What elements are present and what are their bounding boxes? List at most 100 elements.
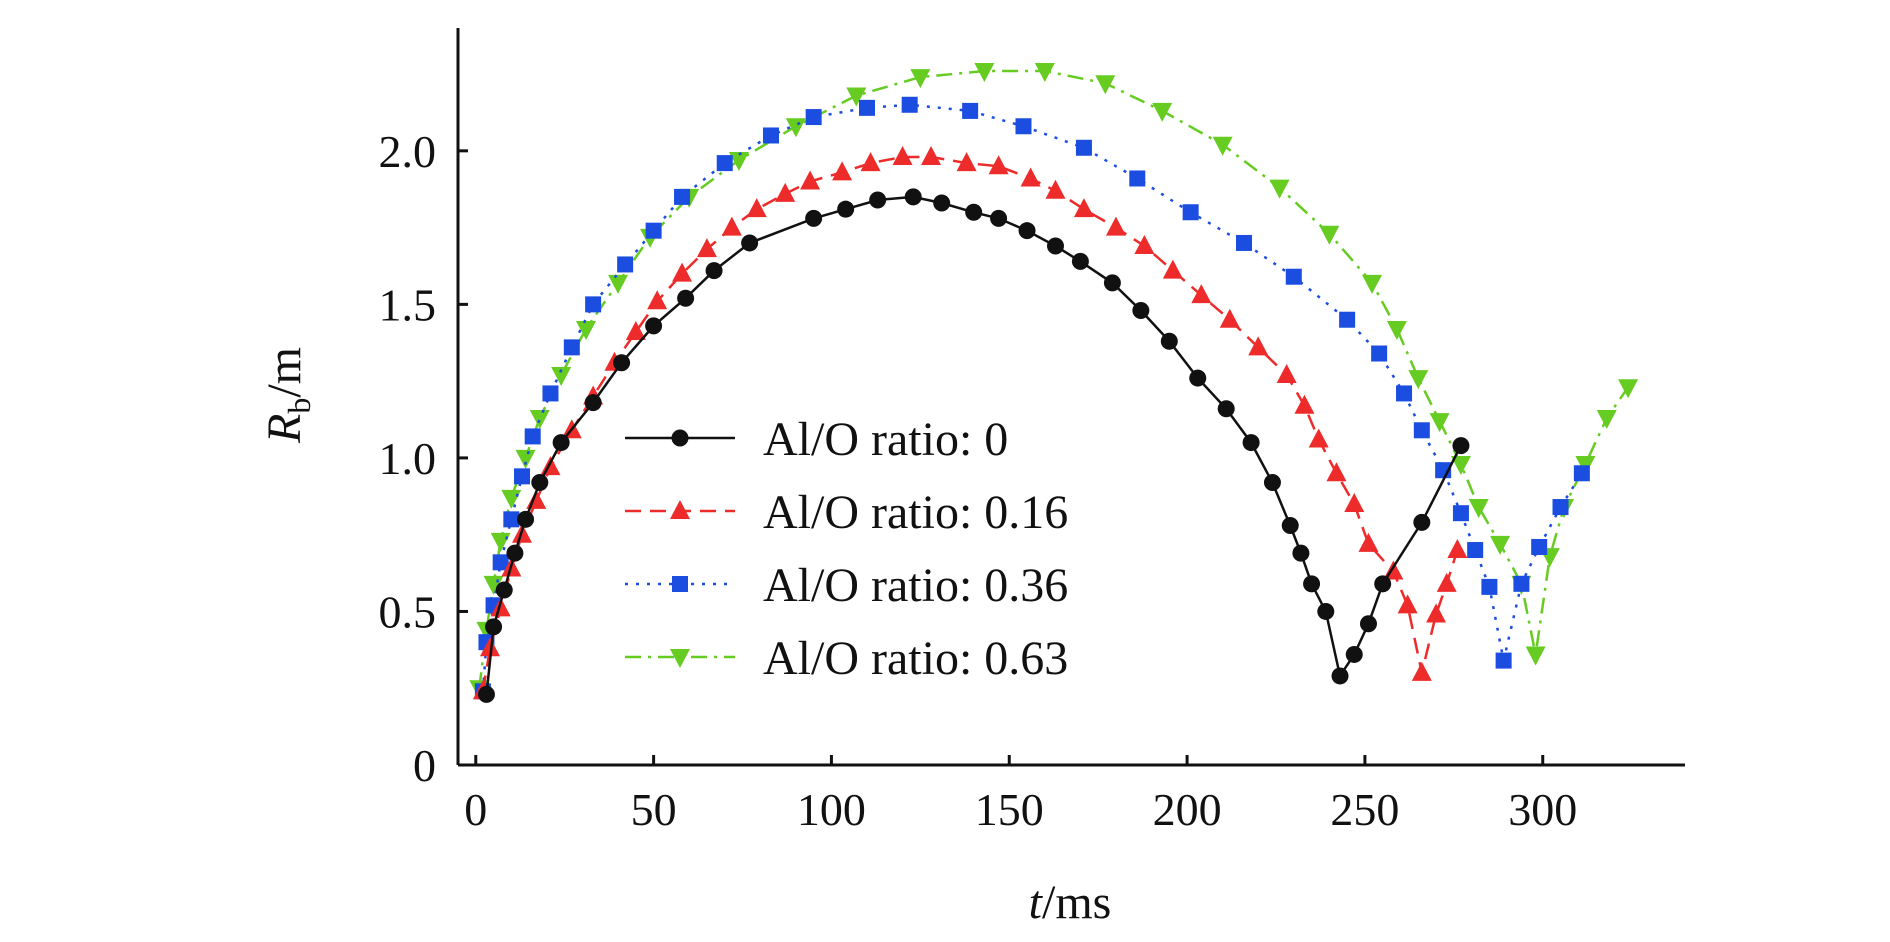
data-point-2-3 xyxy=(492,554,509,571)
data-point-2-8 xyxy=(563,339,580,356)
legend-marker-0 xyxy=(671,429,689,447)
data-point-1-12 xyxy=(672,262,693,282)
data-point-0-3 xyxy=(506,544,524,562)
data-point-2-25 xyxy=(1339,311,1356,328)
data-point-0-36 xyxy=(1359,615,1377,633)
data-point-0-19 xyxy=(990,209,1008,227)
x-tick-label-0: 0 xyxy=(464,784,487,835)
data-point-0-30 xyxy=(1281,516,1299,534)
data-point-2-26 xyxy=(1371,345,1388,362)
data-point-0-15 xyxy=(869,191,887,209)
data-point-2-30 xyxy=(1452,505,1469,522)
data-point-3-5 xyxy=(515,449,536,469)
data-point-3-35 xyxy=(1596,409,1617,429)
data-point-1-20 xyxy=(892,145,913,165)
data-point-0-0 xyxy=(477,685,495,703)
data-point-0-35 xyxy=(1345,645,1363,663)
data-point-1-32 xyxy=(1248,336,1269,356)
legend-label-3: Al/O ratio: 0.63 xyxy=(763,632,1068,685)
data-point-3-14 xyxy=(846,87,867,107)
data-point-3-17 xyxy=(1034,62,1055,82)
data-point-1-30 xyxy=(1191,284,1212,304)
data-point-2-13 xyxy=(716,155,733,172)
data-point-2-5 xyxy=(514,468,531,485)
data-point-0-32 xyxy=(1303,575,1321,593)
data-point-0-8 xyxy=(613,354,631,372)
legend-entry-3: Al/O ratio: 0.63 xyxy=(625,632,1068,685)
x-tick-label-100: 100 xyxy=(797,784,866,835)
data-point-3-8 xyxy=(576,320,597,340)
data-point-2-10 xyxy=(617,256,634,273)
data-point-0-13 xyxy=(805,209,823,227)
series-line-0 xyxy=(485,195,1463,695)
data-point-3-20 xyxy=(1212,136,1233,156)
data-point-2-14 xyxy=(762,127,779,144)
data-point-0-27 xyxy=(1217,400,1235,418)
data-point-0-16 xyxy=(904,188,922,206)
series-0 xyxy=(477,188,1470,703)
data-point-0-10 xyxy=(677,289,695,307)
data-point-0-6 xyxy=(552,434,570,452)
data-point-3-31 xyxy=(1525,646,1546,666)
data-point-3-24 xyxy=(1386,320,1407,340)
data-point-2-35 xyxy=(1531,538,1548,555)
data-point-2-9 xyxy=(585,296,602,313)
data-point-1-41 xyxy=(1411,661,1432,681)
data-point-3-9 xyxy=(608,274,629,294)
data-point-0-23 xyxy=(1103,274,1121,292)
data-point-2-31 xyxy=(1467,542,1484,559)
data-point-2-21 xyxy=(1129,170,1146,187)
data-point-2-28 xyxy=(1413,422,1430,439)
data-point-1-42 xyxy=(1426,603,1447,623)
legend-label-0: Al/O ratio: 0 xyxy=(763,413,1008,466)
data-point-0-14 xyxy=(837,200,855,218)
data-point-2-7 xyxy=(542,385,559,402)
data-point-1-24 xyxy=(1020,167,1041,187)
data-point-3-28 xyxy=(1468,499,1489,519)
data-point-0-38 xyxy=(1413,513,1431,531)
data-point-0-34 xyxy=(1331,667,1349,685)
data-point-1-31 xyxy=(1219,308,1240,328)
data-point-0-4 xyxy=(517,510,535,528)
data-point-0-5 xyxy=(531,473,549,491)
data-point-1-11 xyxy=(647,290,668,310)
data-point-1-22 xyxy=(956,152,977,172)
data-point-2-6 xyxy=(524,428,541,445)
y-tick-label-1: 1.0 xyxy=(379,433,437,484)
data-point-3-22 xyxy=(1319,225,1340,245)
data-point-3-25 xyxy=(1408,370,1429,390)
data-point-3-21 xyxy=(1269,179,1290,199)
data-point-3-15 xyxy=(910,69,931,89)
ticks: 0 50 100 150 200 250 300 0 0.5 1.0 1.5 2.0 xyxy=(379,126,1578,835)
data-point-1-35 xyxy=(1308,428,1329,448)
data-point-1-27 xyxy=(1105,216,1126,236)
data-point-1-16 xyxy=(775,182,796,202)
x-tick-label-50: 50 xyxy=(631,784,677,835)
legend-entry-0: Al/O ratio: 0 xyxy=(625,413,1008,466)
legend-marker-1 xyxy=(670,500,690,519)
data-point-0-25 xyxy=(1160,332,1178,350)
data-point-0-1 xyxy=(485,618,503,636)
data-point-2-22 xyxy=(1182,204,1199,221)
data-point-1-18 xyxy=(832,161,853,181)
legend-entry-1: Al/O ratio: 0.16 xyxy=(625,486,1068,539)
data-point-0-29 xyxy=(1263,473,1281,491)
data-point-0-21 xyxy=(1046,237,1064,255)
data-point-1-37 xyxy=(1344,492,1365,512)
data-point-1-40 xyxy=(1397,594,1418,614)
data-point-3-23 xyxy=(1362,274,1383,294)
y-tick-label-0.5: 0.5 xyxy=(379,586,437,637)
data-point-2-27 xyxy=(1396,385,1413,402)
series-layer xyxy=(469,62,1639,703)
data-point-1-13 xyxy=(696,238,717,258)
data-point-0-12 xyxy=(741,234,759,252)
data-point-1-26 xyxy=(1073,198,1094,218)
data-point-2-4 xyxy=(503,511,520,528)
x-tick-label-200: 200 xyxy=(1153,784,1222,835)
data-point-1-15 xyxy=(746,198,767,218)
data-point-1-21 xyxy=(921,145,942,165)
data-point-2-33 xyxy=(1495,652,1512,669)
x-axis-label: t/ms xyxy=(1029,876,1112,929)
data-point-1-14 xyxy=(721,216,742,236)
